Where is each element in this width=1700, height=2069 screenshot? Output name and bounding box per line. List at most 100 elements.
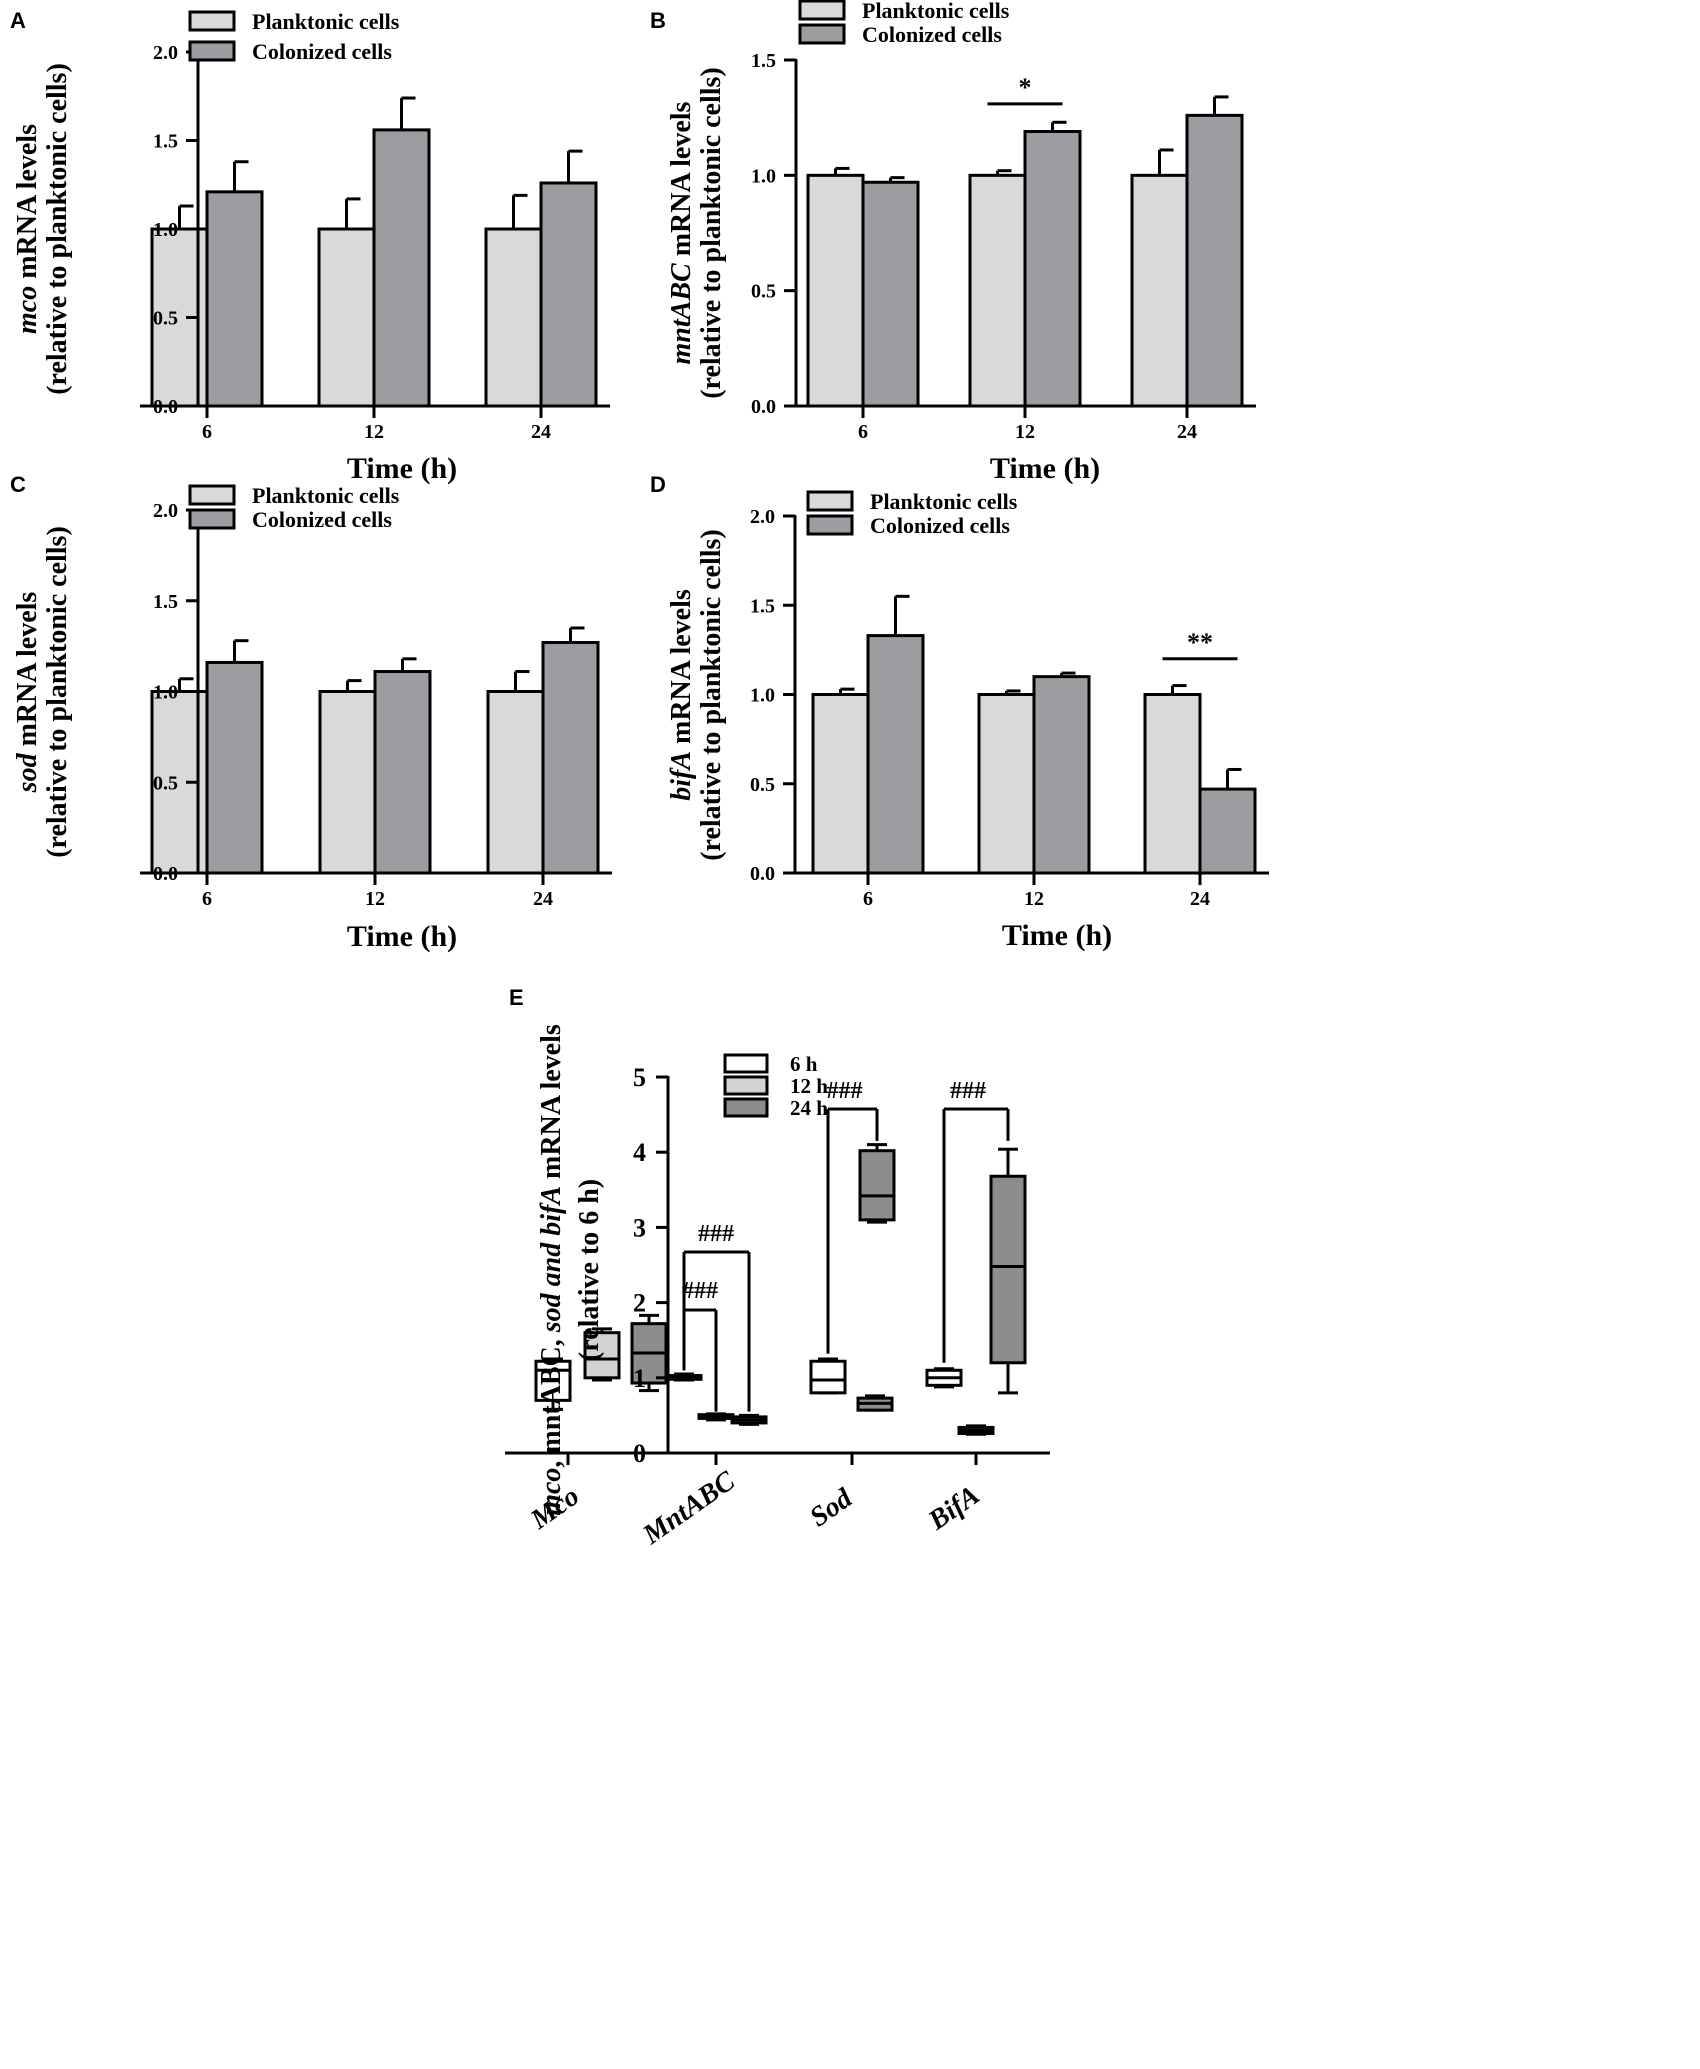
significance-label: * bbox=[1019, 73, 1032, 102]
y-tick-label: 1.5 bbox=[750, 595, 775, 617]
panel-b: B 0.0 0.5 1.0 1.5 6 12 24 Time (h) mntABC mRNA le… bbox=[650, 0, 1256, 485]
box bbox=[858, 1149, 896, 1222]
y-axis-title-line2: (relative to 6 h) bbox=[574, 1179, 605, 1361]
bar bbox=[1032, 675, 1091, 875]
legend-label: Colonized cells bbox=[870, 513, 1010, 538]
x-axis-title: Time (h) bbox=[1002, 919, 1112, 952]
y-tick-label: 1.0 bbox=[750, 685, 775, 707]
x-tick-label: MntABC bbox=[637, 1465, 741, 1551]
legend-label: Colonized cells bbox=[252, 39, 392, 64]
y-tick-label: 0.5 bbox=[153, 308, 178, 330]
y-axis-title: mco, mntABC, sod and bifA mRNA levels bbox=[536, 1024, 567, 1516]
legend-label: Planktonic cells bbox=[870, 489, 1018, 514]
panel-d: D 0.0 0.5 1.0 1.5 2.0 6 12 24 Time (h) bifA mRNA l… bbox=[650, 472, 1269, 952]
x-tick-label: 12 bbox=[1015, 421, 1035, 443]
y-tick-label: 1.5 bbox=[153, 591, 178, 613]
bar bbox=[205, 660, 264, 875]
panel-label: E bbox=[509, 985, 524, 1010]
bar bbox=[968, 173, 1027, 408]
y-axis-title-rest: mRNA levels bbox=[666, 589, 697, 751]
y-axis-title: sod mRNA levels bbox=[12, 592, 43, 794]
legend-label: Planktonic cells bbox=[252, 9, 400, 34]
bar bbox=[486, 690, 545, 875]
y-axis-title-part: mRNA levels bbox=[536, 1024, 567, 1186]
y-tick-label: 1.5 bbox=[153, 131, 178, 153]
y-axis-title-gene: bifA bbox=[666, 751, 697, 801]
y-tick-label: 2.0 bbox=[153, 42, 178, 64]
y-tick-label: 5 bbox=[633, 1063, 646, 1092]
y-axis-title-line2: (relative to planktonic cells) bbox=[696, 67, 727, 399]
y-tick-label: 2.0 bbox=[750, 506, 775, 528]
panel-label: A bbox=[10, 8, 26, 33]
y-axis-title-part: sod and bifA bbox=[536, 1186, 567, 1333]
panel-label: B bbox=[650, 8, 666, 33]
y-tick-label: 1.0 bbox=[751, 165, 776, 187]
legend-swatch bbox=[723, 1097, 769, 1118]
y-axis-title-gene: sod bbox=[12, 752, 43, 793]
y-tick-label: 4 bbox=[633, 1138, 646, 1167]
legend-label: 24 h bbox=[790, 1096, 828, 1120]
y-axis-title-gene: mco bbox=[12, 286, 43, 334]
panel-label: D bbox=[650, 472, 666, 497]
y-tick-label: 0.0 bbox=[751, 396, 776, 418]
x-tick-label: 24 bbox=[533, 888, 553, 910]
legend-swatch bbox=[798, 0, 846, 21]
x-tick-label: 12 bbox=[1024, 888, 1044, 910]
x-tick-label: BifA bbox=[922, 1480, 985, 1537]
box bbox=[583, 1331, 621, 1380]
legend-label: 6 h bbox=[790, 1052, 818, 1076]
legend-swatch bbox=[188, 508, 236, 530]
bar bbox=[373, 670, 432, 875]
y-tick-label: 2.0 bbox=[153, 500, 178, 522]
box bbox=[809, 1359, 847, 1395]
legend-label: Colonized cells bbox=[862, 22, 1002, 47]
legend-swatch bbox=[806, 490, 854, 512]
bar bbox=[205, 190, 264, 408]
bar bbox=[318, 690, 377, 875]
y-tick-label: 0.5 bbox=[750, 774, 775, 796]
panel-label: C bbox=[10, 472, 26, 497]
legend-swatch bbox=[806, 514, 854, 536]
y-tick-label: 1.5 bbox=[751, 50, 776, 72]
y-tick-label: 0.5 bbox=[153, 772, 178, 794]
y-axis-title-line2: (relative to planktonic cells) bbox=[42, 63, 73, 395]
legend-label: 12 h bbox=[790, 1074, 828, 1098]
bar bbox=[317, 227, 376, 408]
y-tick-label: 0 bbox=[633, 1439, 646, 1468]
legend-swatch bbox=[188, 40, 236, 62]
x-axis-title: Time (h) bbox=[347, 452, 457, 485]
x-tick-label: 24 bbox=[531, 421, 551, 443]
box bbox=[989, 1174, 1027, 1365]
y-axis-title: mco mRNA levels bbox=[12, 124, 43, 334]
bar bbox=[977, 693, 1036, 875]
y-tick-label: 3 bbox=[633, 1213, 646, 1242]
legend-swatch bbox=[188, 10, 236, 32]
x-tick-label: Sod bbox=[804, 1482, 858, 1533]
y-axis-title-rest: mRNA levels bbox=[12, 124, 43, 286]
bar bbox=[1130, 173, 1189, 408]
y-axis-title-rest: mRNA levels bbox=[666, 101, 697, 263]
y-axis-title: bifA mRNA levels bbox=[666, 589, 697, 801]
y-tick-label: 1 bbox=[633, 1364, 646, 1393]
legend-label: Planktonic cells bbox=[862, 0, 1010, 23]
legend-label: Colonized cells bbox=[252, 507, 392, 532]
significance-label: ### bbox=[682, 1278, 718, 1304]
bar bbox=[1023, 130, 1082, 408]
legend-swatch bbox=[723, 1075, 769, 1096]
significance-label: ** bbox=[1187, 628, 1213, 657]
y-tick-label: 2 bbox=[633, 1289, 646, 1318]
bar bbox=[539, 181, 598, 408]
x-tick-label: 12 bbox=[365, 888, 385, 910]
x-tick-label: 24 bbox=[1177, 421, 1197, 443]
x-axis-title: Time (h) bbox=[990, 452, 1100, 485]
bar bbox=[806, 173, 865, 408]
significance-label: ### bbox=[698, 1221, 734, 1247]
y-axis-title-line2: (relative to planktonic cells) bbox=[696, 529, 727, 861]
significance-label: ### bbox=[827, 1078, 863, 1104]
x-tick-label: 24 bbox=[1190, 888, 1210, 910]
bar bbox=[541, 640, 600, 875]
y-tick-label: 0.5 bbox=[751, 281, 776, 303]
